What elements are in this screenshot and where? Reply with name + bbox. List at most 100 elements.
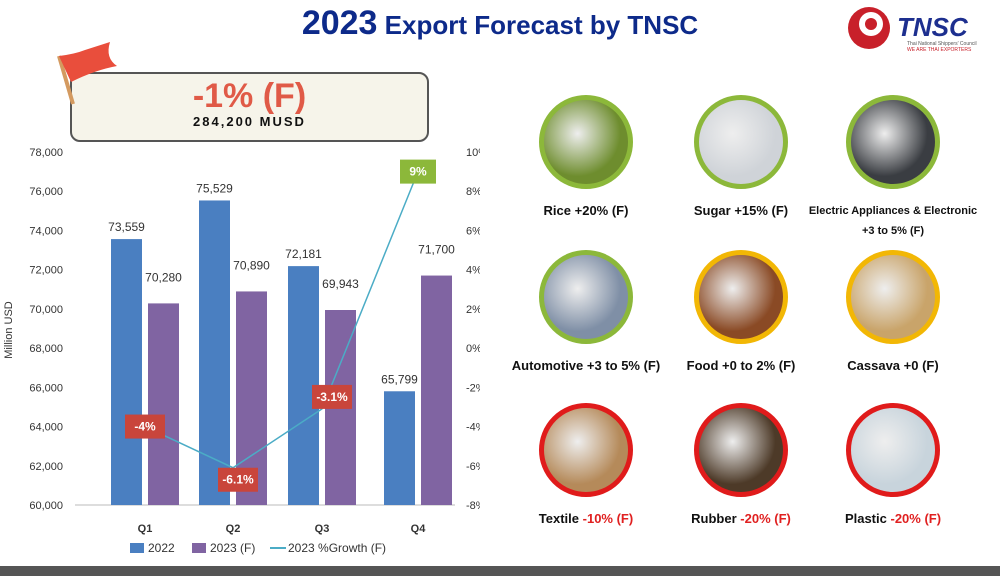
tnsc-logo: TNSC Thai National Shippers' Council WE … <box>845 4 995 53</box>
y-right-tick-label: -4% <box>466 422 480 434</box>
product-forecast: +0 to 2% (F) <box>722 358 796 373</box>
product-name: Plastic <box>844 511 887 526</box>
product-label: Rice +20% (F) <box>486 201 686 221</box>
growth-line <box>144 171 419 469</box>
growth-label-box <box>218 467 258 492</box>
legend-label: 2023 (F) <box>210 541 255 555</box>
total-value: 284,200 MUSD <box>193 114 306 129</box>
y-right-tick-label: 0% <box>466 343 480 355</box>
product-name: Textile <box>538 511 580 526</box>
page-title: 2023 Export Forecast by TNSC <box>0 4 1000 43</box>
export-chart: 60,000 62,000 64,000 66,000 68,000 70,000 72,0… <box>3 147 480 555</box>
y-tick-label: 66,000 <box>29 382 63 394</box>
product-electric: Electric Appliances & Electronic +3 to 5%… <box>793 95 993 241</box>
y-right-tick-label: 4% <box>466 265 480 277</box>
y-right-tick-label: -2% <box>466 382 480 394</box>
bar-data-label: 71,700 <box>418 243 455 257</box>
y-tick-label: 70,000 <box>29 304 63 316</box>
product-name: Automotive <box>511 358 584 373</box>
product-forecast: +3 to 5% (F) <box>586 358 661 373</box>
product-image <box>694 95 788 189</box>
product-rice: Rice +20% (F) <box>486 95 686 221</box>
bar-data-label: 73,559 <box>108 220 145 234</box>
product-food: Food +0 to 2% (F) <box>641 250 841 376</box>
product-sugar: Sugar +15% (F) <box>641 95 841 221</box>
y-right-tick-label: 10% <box>466 147 480 159</box>
bar-data-label: 69,943 <box>322 277 359 291</box>
product-forecast: +0 (F) <box>903 358 939 373</box>
y-right-tick-label: 8% <box>466 186 480 198</box>
y-right-tick-label: 2% <box>466 304 480 316</box>
bar-data-label: 70,280 <box>145 270 182 284</box>
product-label: Rubber -20% (F) <box>641 509 841 529</box>
y-tick-label: 62,000 <box>29 461 63 473</box>
product-forecast: +3 to 5% (F) <box>861 225 925 237</box>
svg-text:Thai National Shippers' Counci: Thai National Shippers' Council <box>907 41 977 47</box>
y-tick-label: 76,000 <box>29 186 63 198</box>
product-name: Rice <box>543 203 571 218</box>
bar-data-label: 70,890 <box>233 258 270 272</box>
growth-data-label: -6.1% <box>222 473 254 487</box>
x-tick-label: Q4 <box>411 523 427 535</box>
svg-text:WE ARE THAI EXPORTERS: WE ARE THAI EXPORTERS <box>907 47 972 52</box>
product-label: Automotive +3 to 5% (F) <box>486 356 686 376</box>
bar-data-label: 75,529 <box>196 181 233 195</box>
summary-box: -1% (F) 284,200 MUSD <box>70 72 429 142</box>
title-year: 2023 <box>301 4 378 42</box>
product-forecast: +20% (F) <box>574 203 629 218</box>
x-tick-label: Q2 <box>226 523 241 535</box>
product-image <box>539 250 633 344</box>
product-forecast: -10% (F) <box>582 511 634 526</box>
title-rest: Export Forecast by TNSC <box>377 10 699 40</box>
bar-2023 <box>148 303 179 505</box>
product-forecast: +15% (F) <box>734 203 789 218</box>
product-textile: Textile -10% (F) <box>486 403 686 529</box>
product-label: Cassava +0 (F) <box>793 356 993 376</box>
product-label: Plastic -20% (F) <box>793 509 993 529</box>
legend-label: 2022 <box>148 541 175 555</box>
bar-2022 <box>384 391 415 505</box>
y-tick-label: 74,000 <box>29 225 63 237</box>
product-forecast: -20% (F) <box>890 511 942 526</box>
bar-data-label: 72,181 <box>285 247 322 261</box>
growth-label-box <box>125 414 165 439</box>
bar-2023 <box>421 275 452 505</box>
y-tick-label: 64,000 <box>29 422 63 434</box>
legend-swatch <box>130 543 144 553</box>
product-plastic: Plastic -20% (F) <box>793 403 993 529</box>
product-label: Textile -10% (F) <box>486 509 686 529</box>
flag-icon <box>57 42 117 105</box>
product-name: Electric Appliances & Electronic <box>808 205 978 217</box>
x-tick-label: Q3 <box>315 523 330 535</box>
product-label: Food +0 to 2% (F) <box>641 356 841 376</box>
product-image <box>694 403 788 497</box>
growth-data-label: -3.1% <box>316 390 348 404</box>
y-right-tick-label: -8% <box>466 500 480 512</box>
product-label: Electric Appliances & Electronic +3 to 5%… <box>793 201 993 241</box>
bar-data-label: 65,799 <box>381 372 418 386</box>
x-tick-label: Q1 <box>138 523 153 535</box>
legend-label: 2023 %Growth (F) <box>288 541 386 555</box>
growth-data-label: 9% <box>409 165 427 179</box>
y-tick-label: 78,000 <box>29 147 63 159</box>
product-image <box>846 250 940 344</box>
y-tick-label: 68,000 <box>29 343 63 355</box>
svg-text:TNSC: TNSC <box>897 12 969 42</box>
product-image <box>694 250 788 344</box>
product-name: Sugar <box>693 203 731 218</box>
y-right-tick-label: 6% <box>466 225 480 237</box>
y-tick-label: 72,000 <box>29 265 63 277</box>
growth-label-box <box>400 159 436 184</box>
legend-swatch <box>192 543 206 553</box>
product-name: Rubber <box>691 511 737 526</box>
bar-2022 <box>111 239 142 505</box>
growth-value: -1% (F) <box>192 77 307 115</box>
product-image <box>846 403 940 497</box>
growth-label-box <box>312 384 352 409</box>
product-image <box>846 95 940 189</box>
bottom-bar <box>0 566 1000 576</box>
y-tick-label: 60,000 <box>29 500 63 512</box>
product-rubber: Rubber -20% (F) <box>641 403 841 529</box>
product-automotive: Automotive +3 to 5% (F) <box>486 250 686 376</box>
y-axis-label: Million USD <box>3 301 15 359</box>
